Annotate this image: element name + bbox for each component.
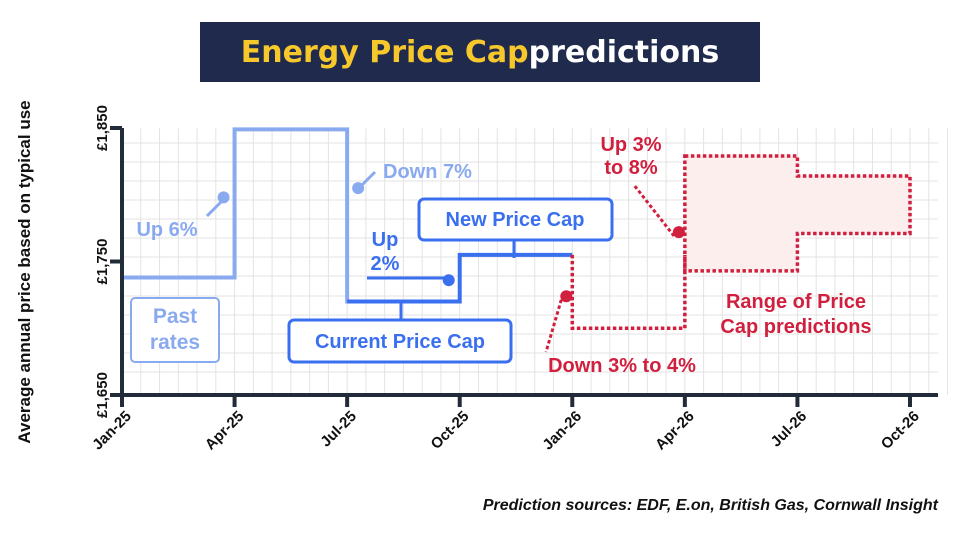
- y-tick-label: £1,750: [94, 239, 111, 285]
- x-tick-label: Oct-26: [878, 408, 923, 453]
- up6-label-line-1: Up 6%: [136, 219, 197, 241]
- y-tick-label: £1,850: [94, 105, 111, 151]
- y-tick-label: £1,650: [94, 372, 111, 418]
- up6-leader: [205, 198, 225, 218]
- y-axis-label: Average annual price based on typical us…: [15, 100, 34, 443]
- current-price-cap-label-line-1: Current Price Cap: [315, 331, 485, 353]
- series-line-prediction_low: [570, 254, 687, 330]
- up2-label-line-2: 2%: [371, 253, 400, 275]
- up6-dot: [217, 191, 230, 204]
- x-tick-label: Oct-25: [428, 408, 473, 453]
- past-rates-label-line-2: rates: [150, 331, 200, 354]
- up3to8-label-line-1: Up 3%: [600, 134, 661, 156]
- up2-dot: [442, 274, 455, 287]
- past-rates-label-line-1: Past: [153, 305, 197, 328]
- x-tick-label: Jan-26: [539, 408, 585, 454]
- prediction-range-band: [683, 154, 912, 273]
- up3to8-leader: [632, 184, 676, 237]
- down7-dot: [352, 182, 365, 195]
- down3to4-dot: [560, 290, 573, 303]
- past-rates-box: [130, 297, 220, 363]
- chart-title: Energy Price Cap predictions: [200, 22, 760, 82]
- down3to4-label-line-1: Down 3% to 4%: [548, 355, 696, 377]
- x-tick-label: Apr-25: [202, 408, 248, 454]
- new-price-cap-label-line-1: New Price Cap: [446, 209, 585, 231]
- down7-label-line-1: Down 7%: [383, 161, 472, 183]
- chart-title-highlight: Energy Price Cap: [240, 34, 529, 70]
- range-label-line-2: Cap predictions: [720, 316, 871, 338]
- series-line-current: [347, 252, 573, 304]
- chart-title-rest: predictions: [528, 34, 720, 70]
- up3to8-label-line-2: to 8%: [604, 157, 658, 179]
- current-price-cap-box: [287, 318, 513, 364]
- range-label-line-1: Range of Price: [726, 291, 866, 313]
- up3to8-dot: [672, 226, 685, 239]
- down3to4-leader: [544, 293, 565, 353]
- x-tick-label: Jul-25: [317, 408, 360, 451]
- new-price-cap-box: [417, 197, 614, 242]
- x-tick-label: Apr-26: [652, 408, 698, 454]
- up2-label-line-1: Up: [372, 229, 399, 251]
- x-tick-label: Jul-26: [768, 408, 811, 451]
- sources-footnote: Prediction sources: EDF, E.on, British G…: [482, 497, 938, 514]
